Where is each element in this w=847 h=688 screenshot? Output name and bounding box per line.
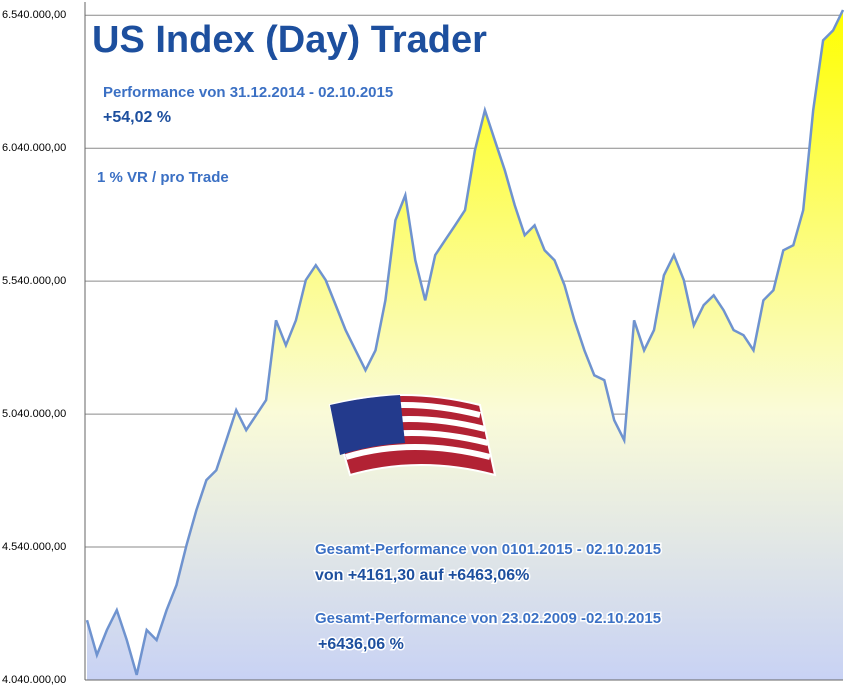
logo: [328, 394, 497, 477]
y-tick-label: 5.040.000,00: [2, 408, 66, 420]
annotation: Gesamt-Performance von 0101.2015 - 02.10…: [315, 541, 661, 558]
y-tick-label: 4.540.000,00: [2, 541, 66, 553]
flag-stripes: [334, 402, 491, 460]
y-tick-label: 5.540.000,00: [2, 275, 66, 287]
line: [85, 9, 845, 676]
area: [87, 10, 843, 680]
flag-canton: [330, 395, 405, 455]
y-tick-label: 6.540.000,00: [2, 9, 66, 21]
y-tick-label: 6.040.000,00: [2, 142, 66, 154]
annotation: +6436,06 %: [318, 636, 404, 653]
annotation: von +4161,30 auf +6463,06%: [315, 567, 529, 584]
annotation: +54,02 %: [103, 109, 171, 126]
annotation: Gesamt-Performance von 23.02.2009 -02.10…: [315, 610, 661, 627]
chart-title: US Index (Day) Trader: [92, 19, 487, 61]
y-tick-label: 4.040.000,00: [2, 674, 66, 686]
annotation: Performance von 31.12.2014 - 02.10.2015: [103, 84, 393, 101]
annotation: 1 % VR / pro Trade: [97, 169, 229, 186]
